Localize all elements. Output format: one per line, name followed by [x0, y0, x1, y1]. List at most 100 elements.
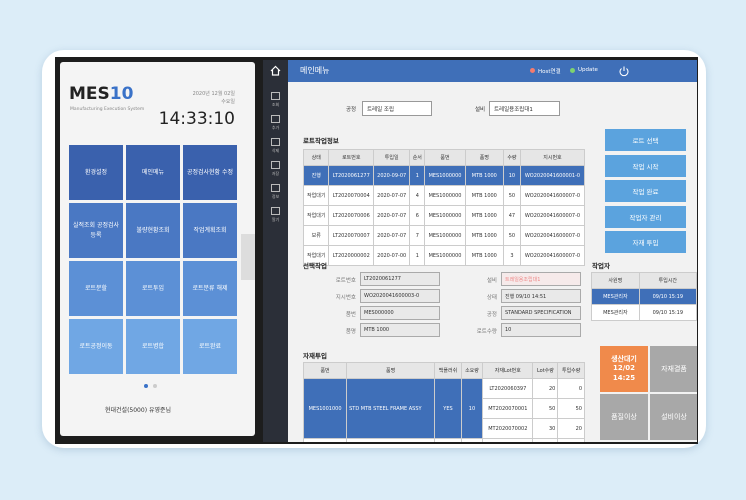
cell: 보류 [302, 225, 330, 246]
selected-fields: 로트번호 LT2020061277 지시번호 WO2020041600003-0 품번 M… [288, 272, 588, 352]
header-row: 품번 품명 백플러쉬 소요량 자재Lot번호 Lot수량 투입수량 [303, 362, 585, 379]
update-status[interactable]: Update [578, 67, 598, 73]
column-header: 사원명 [591, 272, 640, 289]
table-row[interactable]: 작업대기 LT2020070004 2020-07-07 4 MES1000000 MTB… [302, 185, 586, 206]
sidebar-icon[interactable] [271, 115, 280, 123]
sidebar-label: 조회 [271, 102, 280, 107]
cell: 4 [409, 185, 426, 206]
cell: WO2020041600007-0 [519, 205, 586, 226]
clock: 14:33:10 [158, 109, 235, 129]
lot-table-wrap: 상태 로트번호 투입일 순서 품번 품명 수량 지시번호 진행 LT2020061277 2020-… [302, 149, 586, 266]
status-button[interactable]: 품질이상 [600, 394, 648, 440]
table-row[interactable]: MES1001000 STD MTB STEEL FRAME ASSY YES 10 L… [303, 378, 585, 439]
sidebar-icon[interactable] [271, 207, 280, 215]
host-status: Host연결 [538, 69, 561, 75]
menu-tile[interactable]: 로트분할 [69, 261, 123, 316]
table-row[interactable]: 보류 LT2020070007 2020-07-07 7 MES1000000 MTB 1… [302, 225, 586, 246]
menu-tile[interactable]: 로트공정이동 [69, 319, 123, 374]
status-button[interactable]: 자재결품 [650, 346, 697, 392]
table-row[interactable]: 진행 LT2020061277 2020-09-07 1 MES1000000 MTB 1… [302, 165, 586, 186]
cell: LT2020070004 [328, 185, 375, 206]
cell: WO2020041600007-0 [519, 225, 586, 246]
action-button[interactable]: 작업 시작 [605, 154, 686, 177]
cell [557, 438, 585, 442]
header-bar: 메인메뉴 Host연결 Update [288, 60, 697, 82]
weekday: 수요일 [221, 99, 235, 105]
column-header: 수량 [502, 149, 521, 166]
menu-tile[interactable]: 실적조회 공정검사등록 [69, 203, 123, 258]
cell [532, 438, 559, 442]
cell: 진행 [302, 165, 330, 186]
menu-tile[interactable]: 작업계획조회 [183, 203, 237, 258]
home-icon[interactable] [269, 64, 282, 77]
column-header: 품명 [346, 362, 436, 379]
wait-label: 생산대기 [611, 355, 637, 364]
menu-tile[interactable]: 로트분류 해제 [183, 261, 237, 316]
sidebar-icon[interactable] [271, 92, 280, 100]
cell: 50 [532, 398, 559, 419]
date: 2020년 12월 02일 [192, 91, 235, 97]
production-wait[interactable]: 생산대기 12/02 14:25 [600, 346, 648, 392]
menu-tile[interactable]: 로트완료 [183, 319, 237, 374]
table-row[interactable]: 작업대기 LT2020000002 2020-07-00 1 MES1000000 MTB… [302, 245, 586, 266]
cell: MES1002000 [303, 438, 348, 442]
cell: 2020-09-07 [373, 165, 411, 186]
action-button[interactable]: 로트 선택 [605, 129, 686, 151]
worker-table-wrap: 사원명 투입시간 MES관리자 09/10 15:19 MES관리자 09/10 15:1… [591, 272, 697, 321]
cell: 작업대기 [302, 205, 330, 226]
data-table: 사원명 투입시간 MES관리자 09/10 15:19 MES관리자 09/10 15:1… [591, 272, 697, 321]
cell: 09/10 15:19 [638, 288, 697, 305]
table-row[interactable]: MES관리자 09/10 15:19 [591, 288, 697, 305]
cell: HANDLE BAR [346, 438, 436, 442]
field-label: 상태 [486, 295, 497, 301]
sidebar-label: 삭제 [271, 148, 280, 153]
field-value: 10 [501, 323, 581, 337]
cell: 2020-07-07 [373, 205, 411, 226]
sidebar-icon[interactable] [271, 161, 280, 169]
table-row[interactable]: MT2020070001 50 50 [304, 398, 585, 419]
power-icon[interactable] [618, 65, 630, 77]
menu-tile[interactable]: 메인메뉴 [126, 145, 180, 200]
cell: MTB 1000 [464, 185, 504, 206]
action-button[interactable]: 작업자 관리 [605, 205, 686, 228]
action-button[interactable]: 자재 투입 [605, 231, 686, 253]
sidebar-icon[interactable] [271, 138, 280, 146]
cell: 작업대기 [302, 245, 330, 266]
cell: 2020-07-00 [373, 245, 411, 266]
process-select[interactable]: 트레일 조립 [362, 101, 432, 116]
equipment-select[interactable]: 트레일용조립대1 [489, 101, 560, 116]
page-dot [153, 384, 157, 388]
column-header: 자재Lot번호 [482, 362, 534, 379]
data-table: 상태 로트번호 투입일 순서 품번 품명 수량 지시번호 진행 LT2020061277 2020-… [302, 149, 586, 266]
cell: WO2020041600001-0 [519, 165, 586, 186]
brand-text: MES [69, 84, 110, 104]
field-label: 지시번호 [335, 295, 356, 301]
table-row[interactable]: 작업대기 LT2020070006 2020-07-07 6 MES1000000 MTB… [302, 205, 586, 226]
menu-tile[interactable]: 불량현황조회 [126, 203, 180, 258]
menu-tile[interactable]: 공정검사현황 수정 [183, 145, 237, 200]
menu-tile[interactable]: 로트투입 [126, 261, 180, 316]
cell: MT2020070002 [482, 418, 534, 439]
menu-tile[interactable]: 환경설정 [69, 145, 123, 200]
brand-subtitle: Manufacturing Execution System [70, 107, 145, 112]
field-value: 진행 09/10 14:51 [501, 289, 581, 303]
field-value: 트레일용조립대1 [501, 272, 581, 286]
cell: LT2020000002 [328, 245, 375, 266]
column-header: 투입일 [373, 149, 411, 166]
table-row[interactable]: MES1002000HANDLE BARNO10 [303, 438, 585, 442]
process-label: 공정 [346, 107, 357, 113]
cell [482, 438, 534, 442]
cell: 6 [409, 205, 426, 226]
cell: 50 [502, 185, 521, 206]
sidebar-icon[interactable] [271, 184, 280, 192]
drawer-handle[interactable] [241, 234, 255, 280]
menu-tile[interactable]: 로트병합 [126, 319, 180, 374]
launcher-panel: MES10 Manufacturing Execution System 202… [60, 62, 255, 436]
table-row[interactable]: MES관리자 09/10 15:19 [591, 304, 697, 321]
wait-time: 14:25 [612, 373, 636, 382]
sidebar-label: 정보 [271, 194, 280, 199]
action-button[interactable]: 작업 완료 [605, 180, 686, 202]
status-button[interactable]: 설비이상 [650, 394, 697, 440]
